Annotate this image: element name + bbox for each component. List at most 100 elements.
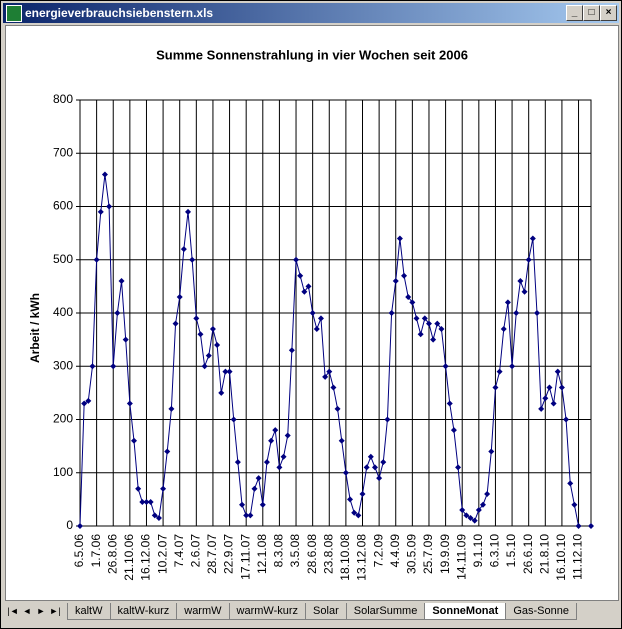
data-point (567, 480, 574, 487)
data-point (239, 501, 246, 508)
data-point (214, 341, 221, 348)
x-tick-label: 10.2.07 (155, 534, 169, 574)
title-bar: energieverbrauchsiebenstern.xls _ □ × (3, 3, 619, 23)
data-point (201, 363, 208, 370)
sheet-tab[interactable]: warmW (176, 603, 230, 620)
data-point (330, 384, 337, 391)
x-tick-label: 16.10.10 (554, 534, 568, 581)
data-point (496, 368, 503, 375)
data-point (243, 512, 250, 519)
data-point (322, 373, 329, 380)
chart-sheet: Summe Sonnenstrahlung in vier Wochen sei… (5, 25, 619, 601)
data-point (209, 325, 216, 332)
prev-sheet[interactable]: ◄ (22, 606, 32, 616)
sheet-tab[interactable]: warmW-kurz (228, 603, 307, 620)
sheet-tab[interactable]: kaltW (67, 603, 111, 620)
data-point (155, 515, 162, 522)
data-point (305, 283, 312, 290)
data-point (106, 203, 113, 210)
y-tick-label: 400 (53, 305, 73, 319)
sheet-tab[interactable]: SolarSumme (345, 603, 426, 620)
data-point (380, 459, 387, 466)
sheet-tab[interactable]: Gas-Sonne (505, 603, 577, 620)
x-tick-label: 2.6.07 (188, 534, 202, 568)
data-point (226, 368, 233, 375)
data-point (529, 235, 536, 242)
data-point (509, 363, 516, 370)
x-tick-label: 21.8.10 (537, 534, 551, 574)
x-tick-label: 14.11.09 (454, 534, 468, 580)
data-point (396, 235, 403, 242)
x-tick-label: 6.5.06 (72, 534, 86, 568)
data-point (347, 496, 354, 503)
data-point (588, 523, 594, 529)
data-point (230, 416, 237, 423)
data-point (463, 512, 470, 519)
data-point (276, 464, 283, 471)
x-tick-label: 7.4.07 (172, 534, 186, 568)
plot-border (79, 99, 592, 527)
data-point (392, 278, 399, 285)
x-tick-label: 30.5.09 (405, 534, 419, 574)
y-tick-label: 100 (53, 465, 73, 479)
data-point (197, 331, 204, 338)
data-point (288, 347, 295, 354)
data-point (575, 523, 582, 529)
x-tick-label: 3.5.08 (288, 534, 302, 568)
x-tick-label: 25.7.09 (421, 534, 435, 574)
data-point (93, 256, 100, 263)
x-tick-label: 28.6.08 (305, 534, 319, 574)
data-point (384, 416, 391, 423)
data-point (205, 352, 212, 359)
data-point (313, 325, 320, 332)
x-tick-label: 23.8.08 (321, 534, 335, 574)
data-point (367, 453, 374, 460)
data-point (388, 310, 395, 316)
data-point (284, 432, 291, 439)
data-point (160, 485, 167, 492)
chart-title: Summe Sonnenstrahlung in vier Wochen sei… (156, 47, 468, 62)
data-point (521, 288, 528, 295)
maximize-button[interactable]: □ (583, 5, 600, 21)
data-point (542, 395, 549, 402)
chart: Summe Sonnenstrahlung in vier Wochen sei… (28, 47, 594, 581)
sheet-tab[interactable]: kaltW-kurz (109, 603, 178, 620)
data-point (538, 405, 545, 412)
last-sheet[interactable]: ►| (49, 606, 61, 616)
data-point (97, 208, 104, 215)
sheet-tab[interactable]: Solar (305, 603, 347, 620)
data-point (326, 368, 333, 375)
data-point (475, 507, 482, 514)
data-point (558, 384, 565, 391)
next-sheet[interactable]: ► (36, 606, 46, 616)
x-tick-label: 26.6.10 (521, 534, 535, 574)
data-point (488, 448, 495, 455)
data-point (110, 363, 117, 370)
data-point (401, 272, 408, 279)
data-point (263, 459, 270, 466)
first-sheet[interactable]: |◄ (7, 606, 19, 616)
data-point (272, 427, 279, 434)
x-tick-label: 12.1.08 (255, 534, 269, 574)
data-point (126, 400, 133, 407)
data-point (533, 310, 540, 316)
minimize-button[interactable]: _ (566, 5, 583, 21)
x-tick-label: 16.12.06 (139, 534, 153, 581)
data-point (405, 294, 412, 301)
y-tick-label: 200 (53, 412, 73, 426)
data-point (309, 310, 316, 316)
x-tick-label: 11.12.10 (571, 534, 585, 580)
data-point (317, 315, 324, 322)
sheet-tab[interactable]: SonneMonat (424, 603, 507, 620)
data-point (371, 464, 378, 471)
y-tick-label: 500 (53, 252, 73, 266)
data-point (297, 272, 304, 279)
data-point (218, 389, 225, 396)
data-point (268, 437, 275, 444)
data-point (459, 507, 466, 514)
data-point (180, 246, 187, 253)
close-button[interactable]: × (600, 5, 617, 21)
data-point (471, 517, 478, 524)
data-point (554, 368, 561, 375)
